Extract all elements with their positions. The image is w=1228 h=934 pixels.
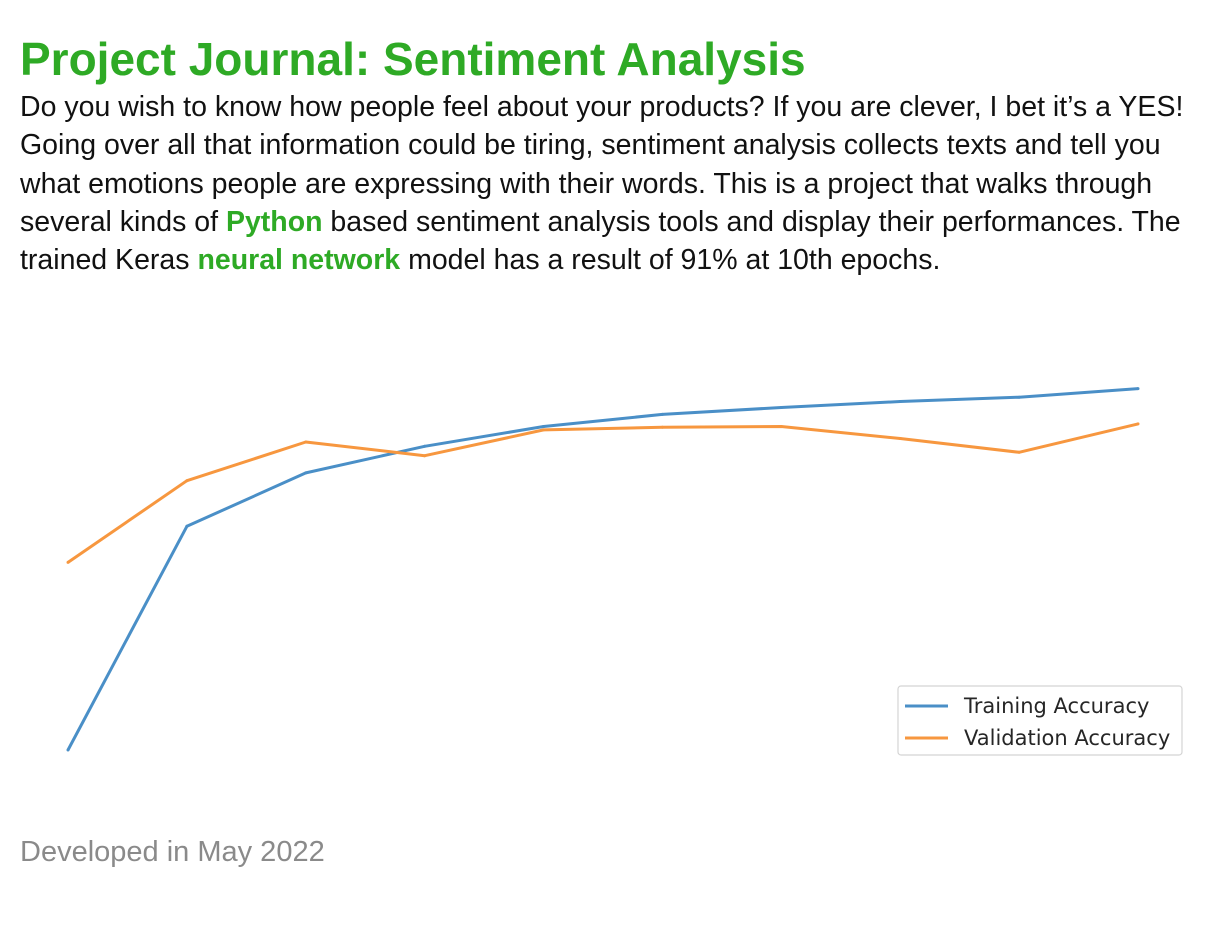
validation-accuracy-point [779, 425, 783, 428]
training-accuracy-point [1136, 387, 1140, 391]
training-accuracy-point [898, 400, 902, 403]
training-accuracy-line [66, 387, 1139, 751]
legend-items: Training Accuracy Validation Accuracy [905, 694, 1170, 750]
validation-accuracy-point [423, 454, 427, 458]
validation-accuracy-point [185, 479, 189, 483]
footer-date: Developed in May 2022 [20, 836, 325, 868]
intro-text-1: Do you wish to know how people feel abou… [20, 91, 1184, 238]
validation-accuracy-point [1136, 422, 1140, 426]
page-title: Project Journal: Sentiment Analysis [20, 33, 806, 85]
chart-series-layer [66, 387, 1140, 752]
validation-accuracy-point [542, 428, 546, 432]
training-accuracy-point [779, 406, 783, 409]
training-accuracy-point [1017, 395, 1021, 399]
validation-accuracy-point [660, 425, 664, 429]
intro-paragraph: Do you wish to know how people feel abou… [20, 88, 1190, 279]
training-accuracy-point [304, 471, 308, 475]
training-accuracy-point [660, 412, 664, 416]
validation-accuracy-point [304, 440, 308, 444]
legend-label-validation-accuracy: Validation Accuracy [964, 726, 1170, 750]
legend-frame [897, 685, 1183, 756]
validation-accuracy-line [67, 422, 1139, 564]
training-accuracy-point [185, 524, 189, 528]
chart-legend: Training Accuracy Validation Accuracy [897, 685, 1183, 756]
accuracy-line-chart: Training Accuracy Validation Accuracy [66, 387, 1183, 756]
training-accuracy-point [66, 748, 70, 752]
validation-accuracy-point [66, 560, 70, 564]
validation-accuracy-point [898, 437, 902, 440]
validation-accuracy-point [1017, 450, 1021, 454]
python-keyword: Python [225, 205, 323, 238]
training-accuracy-point [542, 425, 546, 428]
legend-label-training-accuracy: Training Accuracy [963, 694, 1149, 718]
neural-network-keyword: neural network [197, 244, 401, 277]
intro-text-2: based sentiment analysis tools and displ… [20, 205, 1181, 277]
training-accuracy-point [423, 444, 427, 448]
intro-text-3: model has a result of 91% at 10th epochs… [400, 244, 941, 277]
